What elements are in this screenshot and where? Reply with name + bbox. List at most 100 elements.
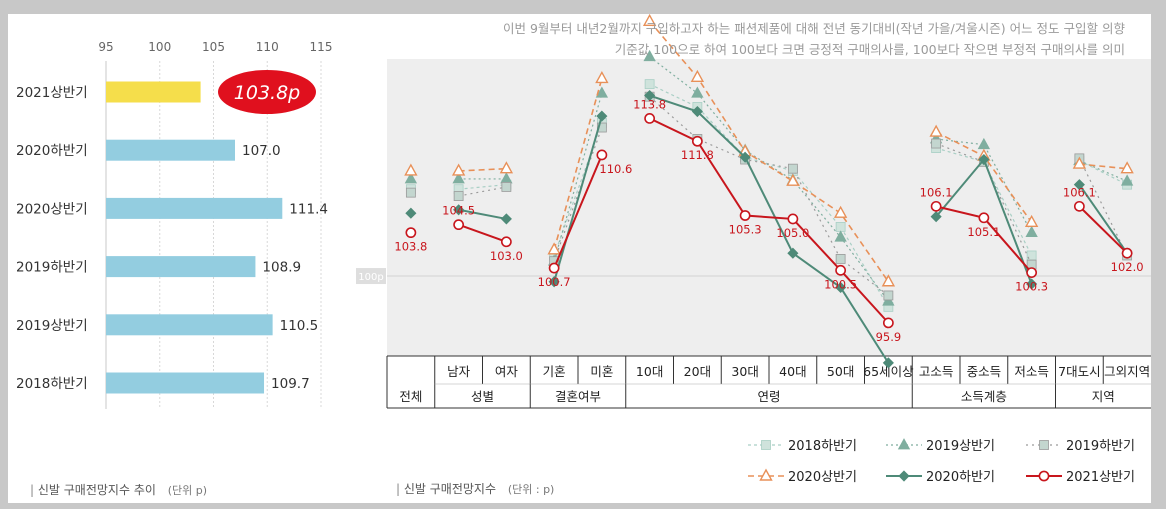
legend-marker bbox=[759, 468, 773, 481]
subcategory-label: 남자 bbox=[447, 364, 471, 379]
data-point-2020상반기 bbox=[1024, 214, 1039, 228]
data-label: 105.1 bbox=[967, 225, 1000, 239]
subcategory-label: 기혼 bbox=[543, 364, 566, 379]
bar-2019상반기 bbox=[106, 314, 273, 336]
data-point-2021상반기 bbox=[1121, 247, 1133, 259]
data-point-2020하반기 bbox=[1073, 179, 1085, 191]
data-point-2020상반기 bbox=[595, 70, 609, 84]
data-point-2020상반기 bbox=[929, 124, 943, 137]
left-caption-unit: (단위 p) bbox=[167, 484, 208, 497]
data-point-2020하반기 bbox=[596, 110, 608, 122]
series-line-2020상반기 bbox=[649, 20, 890, 283]
series-line-2020상반기 bbox=[458, 167, 507, 172]
data-point-2020하반기 bbox=[835, 281, 847, 294]
data-point-2019하반기 bbox=[453, 191, 464, 201]
description-line-1: 이번 9월부터 내년2월까지 구입하고자 하는 패션제품에 대해 전년 동기대비… bbox=[502, 21, 1125, 36]
data-point-2020하반기 bbox=[405, 207, 417, 219]
data-point-2019하반기 bbox=[835, 254, 846, 264]
bar-2020하반기 bbox=[106, 139, 235, 161]
data-point-2020하반기 bbox=[691, 105, 703, 118]
category-label: 2021상반기 bbox=[16, 85, 88, 101]
subcategory-label: 30대 bbox=[731, 364, 758, 379]
series-line-2018하반기 bbox=[1079, 160, 1128, 186]
data-point-2019하반기 bbox=[405, 187, 416, 198]
group-label: 연령 bbox=[757, 389, 780, 404]
bar-value-label: 108.9 bbox=[262, 260, 301, 276]
data-point-2021상반기 bbox=[548, 262, 560, 274]
data-point-2019하반기 bbox=[931, 138, 942, 149]
data-point-2019상반기 bbox=[691, 86, 704, 98]
series-line-2020하반기 bbox=[458, 208, 507, 220]
data-point-2021상반기 bbox=[596, 149, 608, 161]
data-point-2021상반기 bbox=[930, 200, 942, 212]
data-point-2019하반기 bbox=[883, 290, 894, 301]
subcategory-label: 여자 bbox=[495, 364, 519, 379]
data-point-2020하반기 bbox=[500, 213, 512, 225]
legend-marker bbox=[1039, 440, 1049, 450]
series-line-2021상반기 bbox=[649, 117, 890, 324]
series-line-2019하반기 bbox=[458, 186, 507, 197]
subcategory-label: 20대 bbox=[684, 364, 711, 379]
baseline-label: 100p bbox=[358, 272, 383, 283]
data-label: 100.3 bbox=[1015, 280, 1048, 294]
right-line-chart: 100p 전체 성별 결혼여부 연령 소득계층 지역 남자 여자 기혼 미혼 10대 20대 30대 40대… bbox=[356, 14, 1151, 485]
series-2021상반기 bbox=[405, 113, 1133, 329]
data-point-2021상반기 bbox=[644, 113, 656, 124]
right-chart-caption: | 신발 구매전망지수 (단위 : p) bbox=[396, 482, 555, 496]
series-line-2019상반기 bbox=[553, 93, 603, 262]
series-line-2019하반기 bbox=[1078, 158, 1128, 256]
series-line-2019하반기 bbox=[649, 96, 889, 296]
legend-marker bbox=[898, 470, 910, 482]
group-label: 지역 bbox=[1092, 389, 1115, 404]
data-label: 111.8 bbox=[681, 148, 714, 162]
data-point-2019하반기 bbox=[596, 122, 607, 133]
legend-marker bbox=[897, 438, 911, 450]
series-line-2020상반기 bbox=[1079, 163, 1128, 170]
data-label: 95.9 bbox=[876, 330, 902, 344]
data-point-2020상반기 bbox=[690, 69, 705, 82]
legend-label: 2020상반기 bbox=[788, 470, 857, 485]
subcategory-label: 저소득 bbox=[1014, 364, 1049, 379]
data-point-2019상반기 bbox=[404, 172, 418, 184]
data-point-2019상반기 bbox=[1025, 225, 1038, 238]
chart-frame: 95 100 105 110 115 2021상반기 103.8p 2020하반기 107.0 2… bbox=[8, 14, 1151, 503]
data-point-2021상반기 bbox=[739, 210, 751, 221]
bar-value-label: 103.8p bbox=[234, 82, 300, 104]
series-line-2020하반기 bbox=[1078, 184, 1128, 254]
data-point-2021상반기 bbox=[787, 213, 799, 225]
series-line-2021상반기 bbox=[1078, 205, 1128, 254]
baseline-tag bbox=[356, 268, 386, 285]
data-point-2020하반기 bbox=[978, 153, 990, 166]
data-point-2020하반기 bbox=[882, 357, 894, 369]
data-point-2020하반기 bbox=[644, 89, 656, 102]
category-label: 2019하반기 bbox=[16, 260, 88, 276]
subcategory-label: 그외지역 bbox=[1104, 364, 1150, 379]
data-point-2019상반기 bbox=[643, 49, 656, 62]
data-point-2021상반기 bbox=[882, 317, 894, 329]
left-caption-text: 신발 구매전망지수 추이 bbox=[37, 483, 156, 497]
legend-label: 2019하반기 bbox=[1066, 439, 1135, 454]
data-point-2020상반기 bbox=[451, 163, 466, 176]
data-point-2019상반기 bbox=[595, 86, 609, 98]
data-point-2021상반기 bbox=[453, 219, 465, 231]
group-label: 결혼여부 bbox=[555, 389, 601, 404]
bar-2018하반기 bbox=[106, 372, 265, 394]
bar-value-label: 107.0 bbox=[242, 143, 281, 159]
data-point-2019상반기 bbox=[1120, 174, 1134, 186]
category-label: 2020하반기 bbox=[16, 143, 88, 159]
series-line-2020하반기 bbox=[553, 115, 603, 283]
data-point-2020상반기 bbox=[1072, 156, 1087, 169]
data-label: 110.6 bbox=[599, 162, 632, 176]
series-line-2019하반기 bbox=[935, 142, 1033, 265]
data-point-2020상반기 bbox=[881, 274, 896, 287]
x-tick-label: 100 bbox=[148, 40, 171, 54]
value-badge bbox=[218, 70, 316, 114]
data-point-2021상반기 bbox=[835, 264, 847, 276]
group-label: 소득계층 bbox=[961, 389, 1007, 404]
subcategory-label: 7대도시 bbox=[1058, 364, 1100, 379]
bar-value-label: 110.5 bbox=[280, 318, 319, 334]
group-label: 성별 bbox=[471, 389, 494, 404]
data-label: 104.5 bbox=[442, 204, 475, 218]
data-point-2019상반기 bbox=[834, 230, 847, 242]
data-point-2020상반기 bbox=[786, 173, 800, 186]
